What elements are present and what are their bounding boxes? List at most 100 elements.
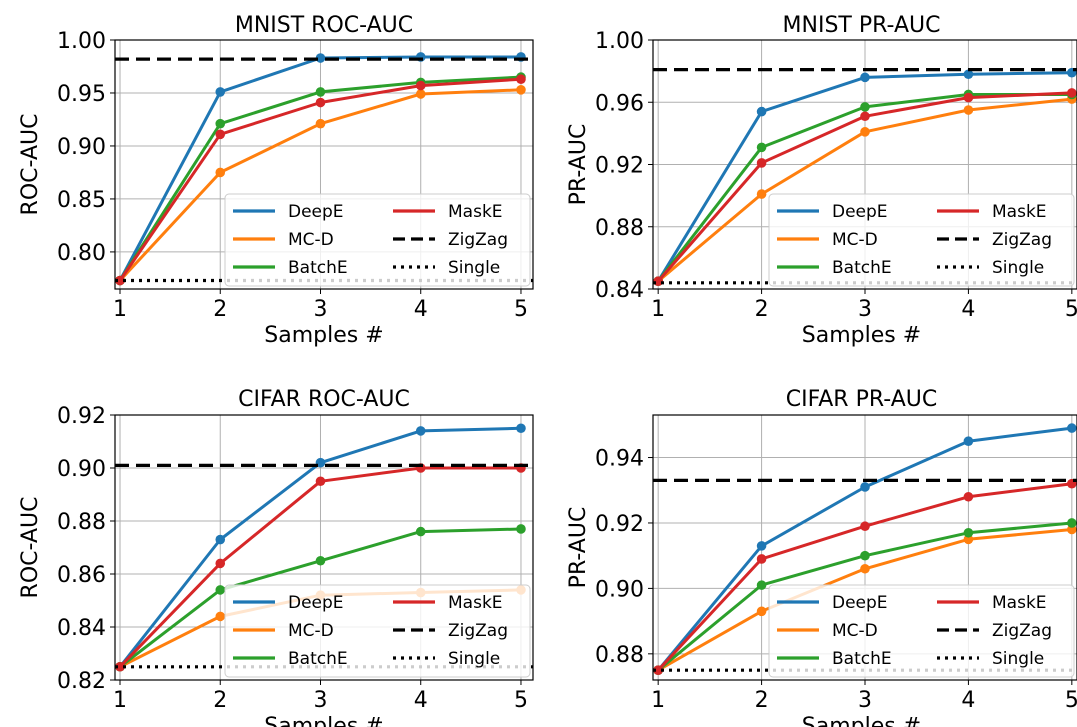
data-point-batche (860, 550, 870, 561)
data-point-batche (415, 526, 426, 537)
legend-box (768, 193, 1075, 287)
y-tick-label: 1.00 (57, 29, 106, 54)
x-tick-label: 4 (414, 688, 428, 713)
data-point-maske (860, 111, 870, 122)
legend-label-batche: BatchE (288, 649, 348, 669)
data-point-batche (215, 585, 226, 595)
x-axis-label: Samples # (264, 323, 383, 348)
data-point-deepe (516, 423, 526, 434)
data-point-batche (215, 118, 226, 129)
x-tick-label: 1 (651, 688, 665, 713)
chart-title: CIFAR PR-AUC (786, 387, 937, 412)
y-tick-label: 0.90 (57, 135, 106, 160)
legend: DeepE MC-D BatchE MaskE ZigZag Single (224, 584, 531, 678)
legend: DeepE MC-D BatchE MaskE ZigZag Single (768, 584, 1075, 678)
x-tick-label: 5 (1065, 297, 1077, 322)
data-point-deepe (315, 457, 326, 468)
legend-label-maske: MaskE (448, 202, 503, 222)
data-point-mc-d (215, 611, 226, 622)
y-axis-label: ROC-AUC (18, 497, 43, 599)
x-tick-label: 5 (1065, 688, 1077, 713)
x-tick-label: 5 (514, 688, 528, 713)
legend-label-batche: BatchE (832, 649, 892, 669)
legend-label-mc-d: MC-D (832, 230, 878, 250)
y-axis-label: ROC-AUC (18, 114, 43, 216)
y-tick-label: 0.84 (57, 616, 106, 641)
legend: DeepE MC-D BatchE MaskE ZigZag Single (224, 193, 531, 287)
data-point-deepe (215, 534, 226, 545)
data-point-mc-d (215, 167, 226, 178)
legend-label-single: Single (992, 258, 1044, 278)
data-point-batche (756, 142, 767, 153)
legend-label-zigzag: ZigZag (992, 230, 1052, 250)
plot-area (653, 423, 1077, 675)
data-point-batche (1067, 518, 1077, 528)
data-point-maske (756, 158, 767, 168)
y-tick-label: 0.92 (595, 512, 644, 537)
legend-box (224, 193, 531, 287)
data-point-batche (963, 527, 974, 538)
chart-panel-2: 1 2 3 4 5 0.84 0.88 0.92 0.96 1.00 MNIST PR-AUC Sam… (566, 13, 1077, 348)
x-tick-label: 2 (755, 297, 769, 322)
data-point-maske (115, 275, 125, 286)
y-tick-label: 0.88 (595, 216, 644, 241)
y-tick-label: 0.80 (57, 241, 106, 266)
legend-label-deepe: DeepE (288, 202, 344, 222)
data-point-mc-d (756, 606, 767, 617)
x-tick-label: 2 (213, 688, 227, 713)
data-point-deepe (963, 69, 974, 80)
data-point-maske (516, 74, 526, 85)
x-tick-label: 4 (414, 297, 428, 322)
legend-box (768, 584, 1075, 678)
data-point-deepe (963, 436, 974, 446)
data-point-deepe (756, 106, 767, 117)
axes-frame (114, 414, 534, 681)
legend-label-single: Single (448, 258, 500, 278)
x-tick-label: 1 (113, 688, 127, 713)
x-tick-label: 2 (755, 688, 769, 713)
data-point-mc-d (516, 85, 526, 95)
x-tick-label: 2 (213, 297, 227, 322)
data-point-maske (653, 665, 663, 675)
y-tick-label: 0.92 (595, 154, 644, 179)
x-tick-label: 3 (313, 688, 327, 713)
x-tick-label: 3 (313, 297, 327, 322)
data-point-maske (315, 97, 326, 108)
data-point-deepe (860, 72, 870, 83)
y-axis-label: PR-AUC (566, 124, 591, 206)
x-axis-label: Samples # (802, 714, 921, 727)
plot-area (653, 67, 1077, 287)
data-point-batche (860, 102, 870, 112)
data-point-mc-d (860, 563, 870, 574)
y-tick-label: 0.90 (57, 457, 106, 482)
axes-frame (114, 39, 534, 290)
data-point-batche (516, 524, 526, 534)
chart-panel-4: 1 2 3 4 5 0.88 0.90 0.92 0.94 CIFAR PR-AUC Samples… (566, 387, 1077, 727)
data-point-deepe (756, 541, 767, 551)
legend-box (224, 584, 531, 678)
y-tick-label: 0.96 (595, 91, 644, 116)
y-tick-label: 0.90 (595, 577, 644, 602)
legend-label-mc-d: MC-D (288, 230, 334, 250)
x-tick-label: 4 (961, 688, 975, 713)
x-tick-label: 3 (858, 688, 872, 713)
data-point-maske (415, 80, 426, 91)
legend-label-mc-d: MC-D (832, 621, 878, 641)
y-tick-label: 0.94 (595, 447, 644, 472)
chart-title: MNIST ROC-AUC (235, 13, 413, 38)
x-tick-label: 1 (651, 297, 665, 322)
y-tick-label: 1.00 (595, 29, 644, 54)
chart-panel-3: 1 2 3 4 5 0.82 0.84 0.86 0.88 0.90 0.92 CIFAR ROC-A… (18, 387, 534, 727)
data-point-batche (315, 555, 326, 566)
legend-label-batche: BatchE (288, 258, 348, 278)
y-tick-label: 0.88 (595, 643, 644, 668)
x-tick-label: 1 (113, 297, 127, 322)
data-point-maske (860, 521, 870, 532)
legend-label-maske: MaskE (992, 202, 1047, 222)
legend-label-maske: MaskE (992, 593, 1047, 613)
legend-label-deepe: DeepE (832, 202, 888, 222)
data-point-maske (756, 554, 767, 564)
y-tick-label: 0.82 (57, 669, 106, 694)
chart-panel-1: 1 2 3 4 5 0.80 0.85 0.90 0.95 1.00 MNIST ROC-AUC Sa… (18, 13, 534, 348)
